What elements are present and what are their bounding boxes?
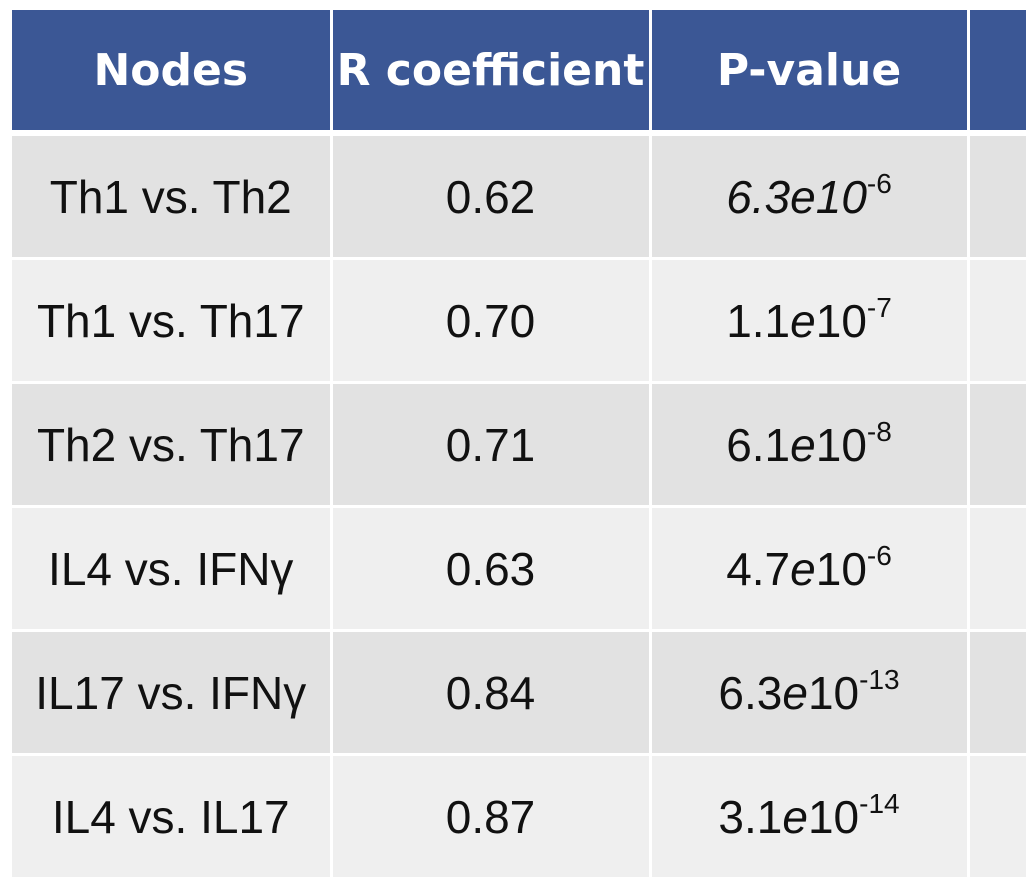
p-e: e <box>790 170 816 223</box>
p-exponent: -8 <box>866 415 892 447</box>
cell-p-value: 3.1e10-14 <box>650 754 970 877</box>
p-exponent: -14 <box>859 787 900 819</box>
p-e: e <box>782 666 808 719</box>
table-row: Th1 vs. Th17 0.70 1.1e10-7 <box>12 258 1026 384</box>
cell-empty <box>968 506 1026 632</box>
p-base: 10 <box>815 418 867 471</box>
correlation-table-container: Nodes R coefficient P-value Th1 vs. Th2 … <box>12 10 1026 877</box>
p-exponent: -6 <box>866 539 892 571</box>
cell-nodes: Th1 vs. Th17 <box>12 258 333 384</box>
cell-r: 0.70 <box>331 258 652 384</box>
cell-r: 0.87 <box>331 754 652 877</box>
p-base: 10 <box>807 790 860 843</box>
p-exponent: -6 <box>866 167 892 199</box>
p-base: 10 <box>815 170 867 223</box>
cell-empty <box>968 258 1026 384</box>
cell-p-value: 6.1e10-8 <box>650 382 970 508</box>
cell-empty <box>968 630 1026 756</box>
header-r-coefficient: R coefficient <box>331 10 652 136</box>
correlation-table: Nodes R coefficient P-value Th1 vs. Th2 … <box>12 10 1026 877</box>
p-e: e <box>790 294 816 347</box>
cell-r: 0.63 <box>331 506 652 632</box>
p-mantissa: 4.7 <box>726 542 791 595</box>
cell-r: 0.62 <box>331 133 652 260</box>
p-e: e <box>782 790 808 843</box>
table-row: Th1 vs. Th2 0.62 6.3e10-6 <box>12 133 1026 260</box>
cell-empty <box>968 133 1026 260</box>
cell-nodes: IL4 vs. IFNγ <box>12 506 333 632</box>
p-e: e <box>790 542 816 595</box>
cell-nodes: Th2 vs. Th17 <box>12 382 333 508</box>
p-mantissa: 6.3 <box>718 666 783 719</box>
p-exponent: -7 <box>866 291 892 323</box>
header-row: Nodes R coefficient P-value <box>12 10 1026 136</box>
cell-nodes: Th1 vs. Th2 <box>12 133 333 260</box>
cell-r: 0.71 <box>331 382 652 508</box>
p-exponent: -13 <box>859 663 900 695</box>
table-row: IL17 vs. IFNγ 0.84 6.3e10-13 <box>12 630 1026 756</box>
p-base: 10 <box>807 666 860 719</box>
p-base: 10 <box>815 542 867 595</box>
cell-empty <box>968 754 1026 877</box>
p-mantissa: 6.1 <box>726 418 791 471</box>
cell-p-value: 6.3e10-6 <box>650 133 970 260</box>
p-base: 10 <box>815 294 867 347</box>
table-row: IL4 vs. IFNγ 0.63 4.7e10-6 <box>12 506 1026 632</box>
cell-p-value: 1.1e10-7 <box>650 258 970 384</box>
p-mantissa: 1.1 <box>726 294 791 347</box>
cell-p-value: 6.3e10-13 <box>650 630 970 756</box>
p-mantissa: 6.3 <box>726 170 791 223</box>
cell-p-value: 4.7e10-6 <box>650 506 970 632</box>
cell-empty <box>968 382 1026 508</box>
p-e: e <box>790 418 816 471</box>
header-empty <box>968 10 1026 136</box>
header-p-value: P-value <box>650 10 970 136</box>
cell-nodes: IL17 vs. IFNγ <box>12 630 333 756</box>
p-mantissa: 3.1 <box>718 790 783 843</box>
cell-r: 0.84 <box>331 630 652 756</box>
table-row: IL4 vs. IL17 0.87 3.1e10-14 <box>12 754 1026 877</box>
header-nodes: Nodes <box>12 10 333 136</box>
cell-nodes: IL4 vs. IL17 <box>12 754 333 877</box>
table-row: Th2 vs. Th17 0.71 6.1e10-8 <box>12 382 1026 508</box>
